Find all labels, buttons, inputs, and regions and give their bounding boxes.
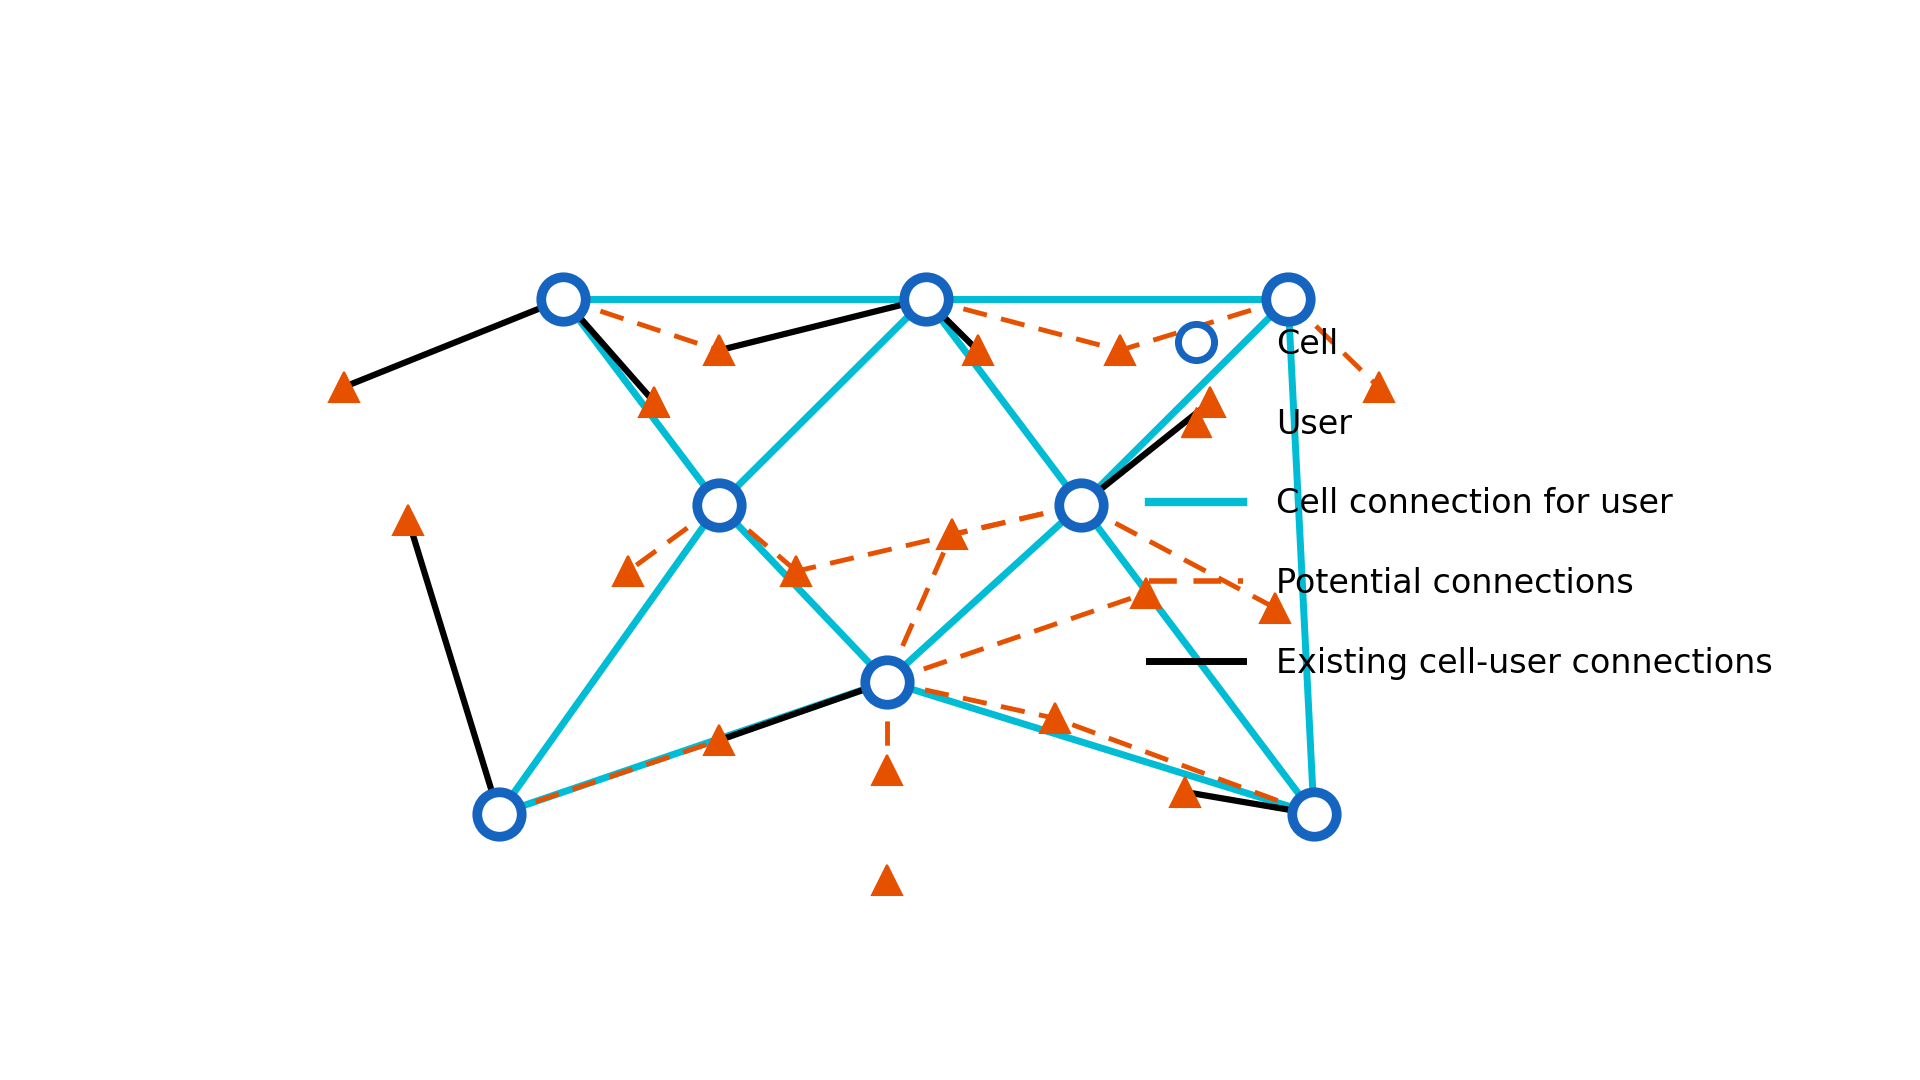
- Legend: Cell, User, Cell connection for user, Potential connections, Existing cell-user : Cell, User, Cell connection for user, Po…: [1150, 328, 1772, 679]
